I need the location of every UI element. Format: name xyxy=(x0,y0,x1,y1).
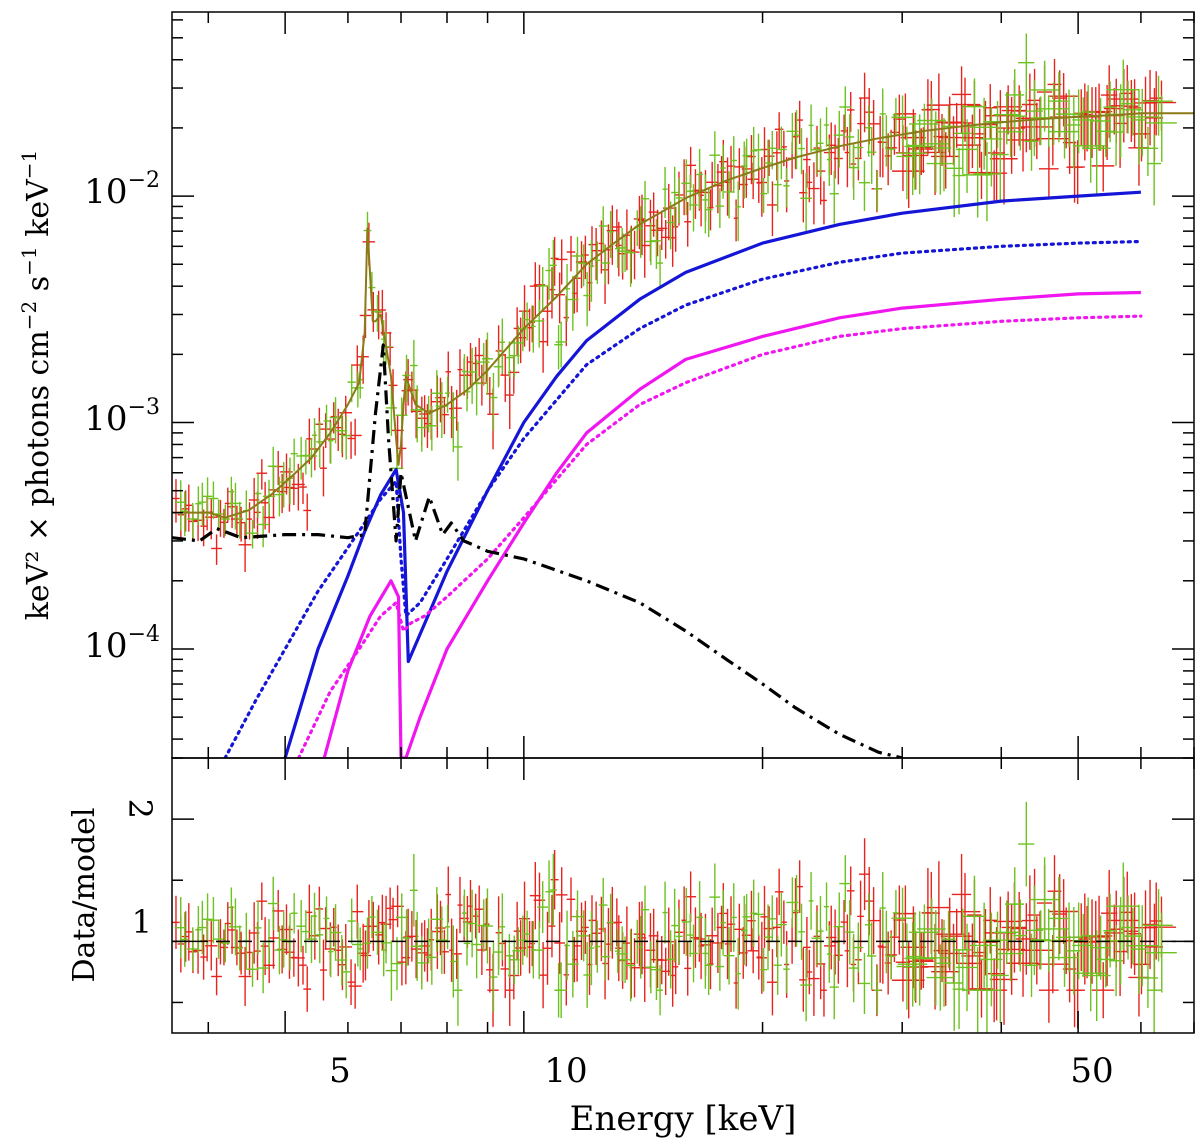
residual-ylabel: Data/model xyxy=(67,807,102,982)
series-magenta-component-dotted- xyxy=(297,314,1143,758)
ytick-label-1e-2: 10−2 xyxy=(84,168,160,212)
series-blue-component-solid- xyxy=(283,190,1141,758)
residual-data-points xyxy=(172,801,1194,1033)
residual-panel-frame xyxy=(171,757,1195,1034)
ytick-label-1: 1 xyxy=(132,903,152,941)
spectrum-ylabel: keV² × photons cm−2 s−1 keV−1 xyxy=(17,150,56,621)
xtick-label-5: 5 xyxy=(329,1051,351,1091)
spectrum-model-lines xyxy=(172,112,1194,758)
spectrum-data-points xyxy=(172,33,1177,573)
series-total-model xyxy=(172,112,1194,519)
ytick-label-1e-4: 10−4 xyxy=(84,622,160,666)
axis-ticks xyxy=(172,12,1195,1033)
ytick-label-1e-3: 10−3 xyxy=(84,395,160,439)
series-blue-component-dotted- xyxy=(223,239,1143,758)
series-magenta-component-solid- xyxy=(322,290,1141,758)
ytick-label-2: 2 xyxy=(121,799,159,819)
series-black-component-dash-dot- xyxy=(172,343,903,758)
xtick-label-10: 10 xyxy=(544,1051,587,1091)
xtick-label-50: 50 xyxy=(1070,1051,1113,1091)
xlabel: Energy [keV] xyxy=(570,1099,797,1139)
